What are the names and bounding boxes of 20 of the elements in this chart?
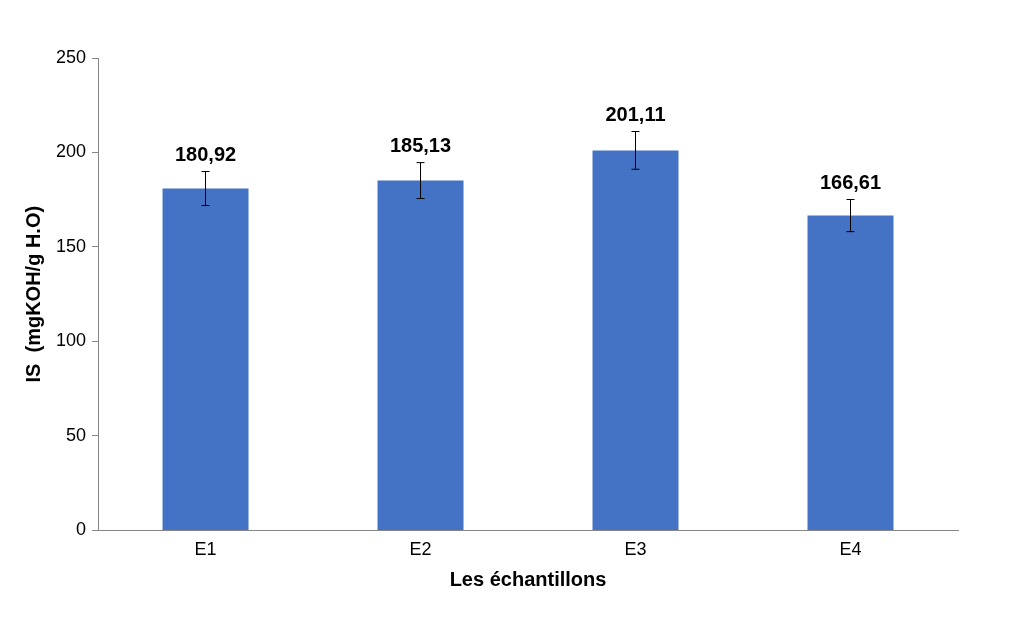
bar (807, 215, 894, 530)
y-tick-label: 50 (66, 424, 87, 445)
y-tick-label: 200 (55, 141, 87, 162)
x-tick-label: E3 (624, 539, 647, 560)
bar (162, 188, 249, 530)
data-label: 185,13 (389, 134, 452, 157)
bar (592, 150, 679, 530)
y-tick-label: 100 (55, 330, 87, 351)
data-label: 180,92 (174, 143, 237, 166)
x-tick-label: E1 (194, 539, 217, 560)
y-tick-label: 0 (76, 519, 87, 540)
y-axis-title: IS (mgKOH/g H.O) (21, 205, 44, 383)
y-tick-label: 250 (55, 46, 87, 67)
x-axis-title: Les échantillons (449, 567, 607, 590)
x-tick-label: E4 (839, 539, 862, 560)
y-tick-label: 150 (55, 235, 87, 256)
bar (377, 180, 464, 530)
data-label: 201,11 (605, 103, 666, 125)
x-tick-label: E2 (409, 539, 432, 560)
data-label: 166,61 (819, 171, 882, 194)
